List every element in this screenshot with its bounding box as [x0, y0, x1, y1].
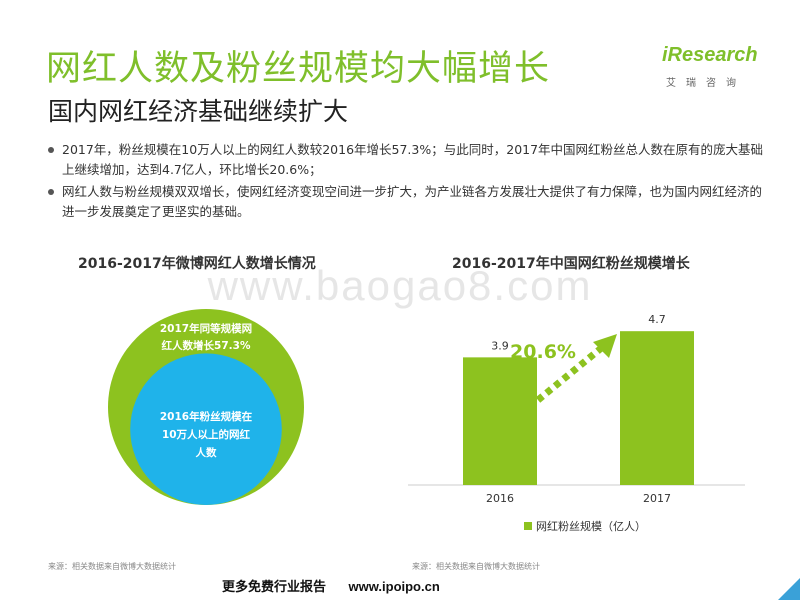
- legend-swatch: [524, 522, 532, 530]
- right-chart-title: 2016-2017年中国网红粉丝规模增长: [452, 256, 690, 272]
- page-title: 网红人数及粉丝规模均大幅增长: [46, 49, 551, 89]
- logo-brand: iResearch: [662, 44, 758, 66]
- inner-label-line: 人数: [196, 446, 217, 459]
- x-tick-label-2016: 2016: [486, 492, 514, 505]
- fans-bar-chart: 3.9 4.7 2016 2017 20.6% 网红粉丝规模（亿人）: [408, 313, 745, 533]
- corner-decoration: [778, 578, 800, 600]
- iresearch-logo: iResearch 艾瑞咨询: [662, 42, 762, 92]
- inner-label-line: 2016年粉丝规模在: [160, 410, 253, 423]
- inner-circle-2016: [130, 353, 282, 505]
- bullet-dot-icon: [48, 189, 54, 195]
- bullet-text: 网红人数与粉丝规模双双增长，使网红经济变现空间进一步扩大，为产业链各方发展壮大提…: [62, 184, 763, 219]
- footer-url[interactable]: www.ipoipo.cn: [348, 579, 440, 594]
- outer-label-line: 2017年同等规模网: [160, 322, 252, 335]
- footer-promo: 更多免费行业报告 www.ipoipo.cn: [222, 576, 440, 595]
- bullet-item: 网红人数与粉丝规模双双增长，使网红经济变现空间进一步扩大，为产业链各方发展壮大提…: [46, 182, 766, 222]
- growth-circle-chart: 2017年同等规模网 红人数增长57.3% 2016年粉丝规模在 10万人以上的…: [108, 309, 304, 505]
- bar-value-label-2017: 4.7: [648, 313, 666, 326]
- bullet-text: 2017年，粉丝规模在10万人以上的网红人数较2016年增长57.3%；与此同时…: [62, 142, 764, 177]
- bullet-list: 2017年，粉丝规模在10万人以上的网红人数较2016年增长57.3%；与此同时…: [46, 140, 766, 224]
- bar-2016: [463, 357, 537, 485]
- bar-value-label-2016: 3.9: [491, 339, 509, 352]
- growth-rate-label: 20.6%: [510, 341, 576, 363]
- right-source-note: 来源：相关数据来自微博大数据统计: [412, 562, 540, 571]
- outer-label-line: 红人数增长57.3%: [162, 339, 251, 352]
- left-chart-title: 2016-2017年微博网红人数增长情况: [78, 256, 316, 272]
- footer-text: 更多免费行业报告: [222, 580, 327, 595]
- legend-label: 网红粉丝规模（亿人）: [536, 519, 646, 533]
- logo-subtext: 艾瑞咨询: [666, 78, 746, 89]
- growth-arrow: [535, 334, 617, 403]
- left-source-note: 来源：相关数据来自微博大数据统计: [48, 562, 176, 571]
- page-subtitle: 国内网红经济基础继续扩大: [48, 97, 349, 126]
- x-tick-label-2017: 2017: [643, 492, 671, 505]
- bar-2017: [620, 331, 694, 485]
- bullet-dot-icon: [48, 147, 54, 153]
- inner-label-line: 10万人以上的网红: [162, 428, 251, 441]
- bullet-item: 2017年，粉丝规模在10万人以上的网红人数较2016年增长57.3%；与此同时…: [46, 140, 766, 180]
